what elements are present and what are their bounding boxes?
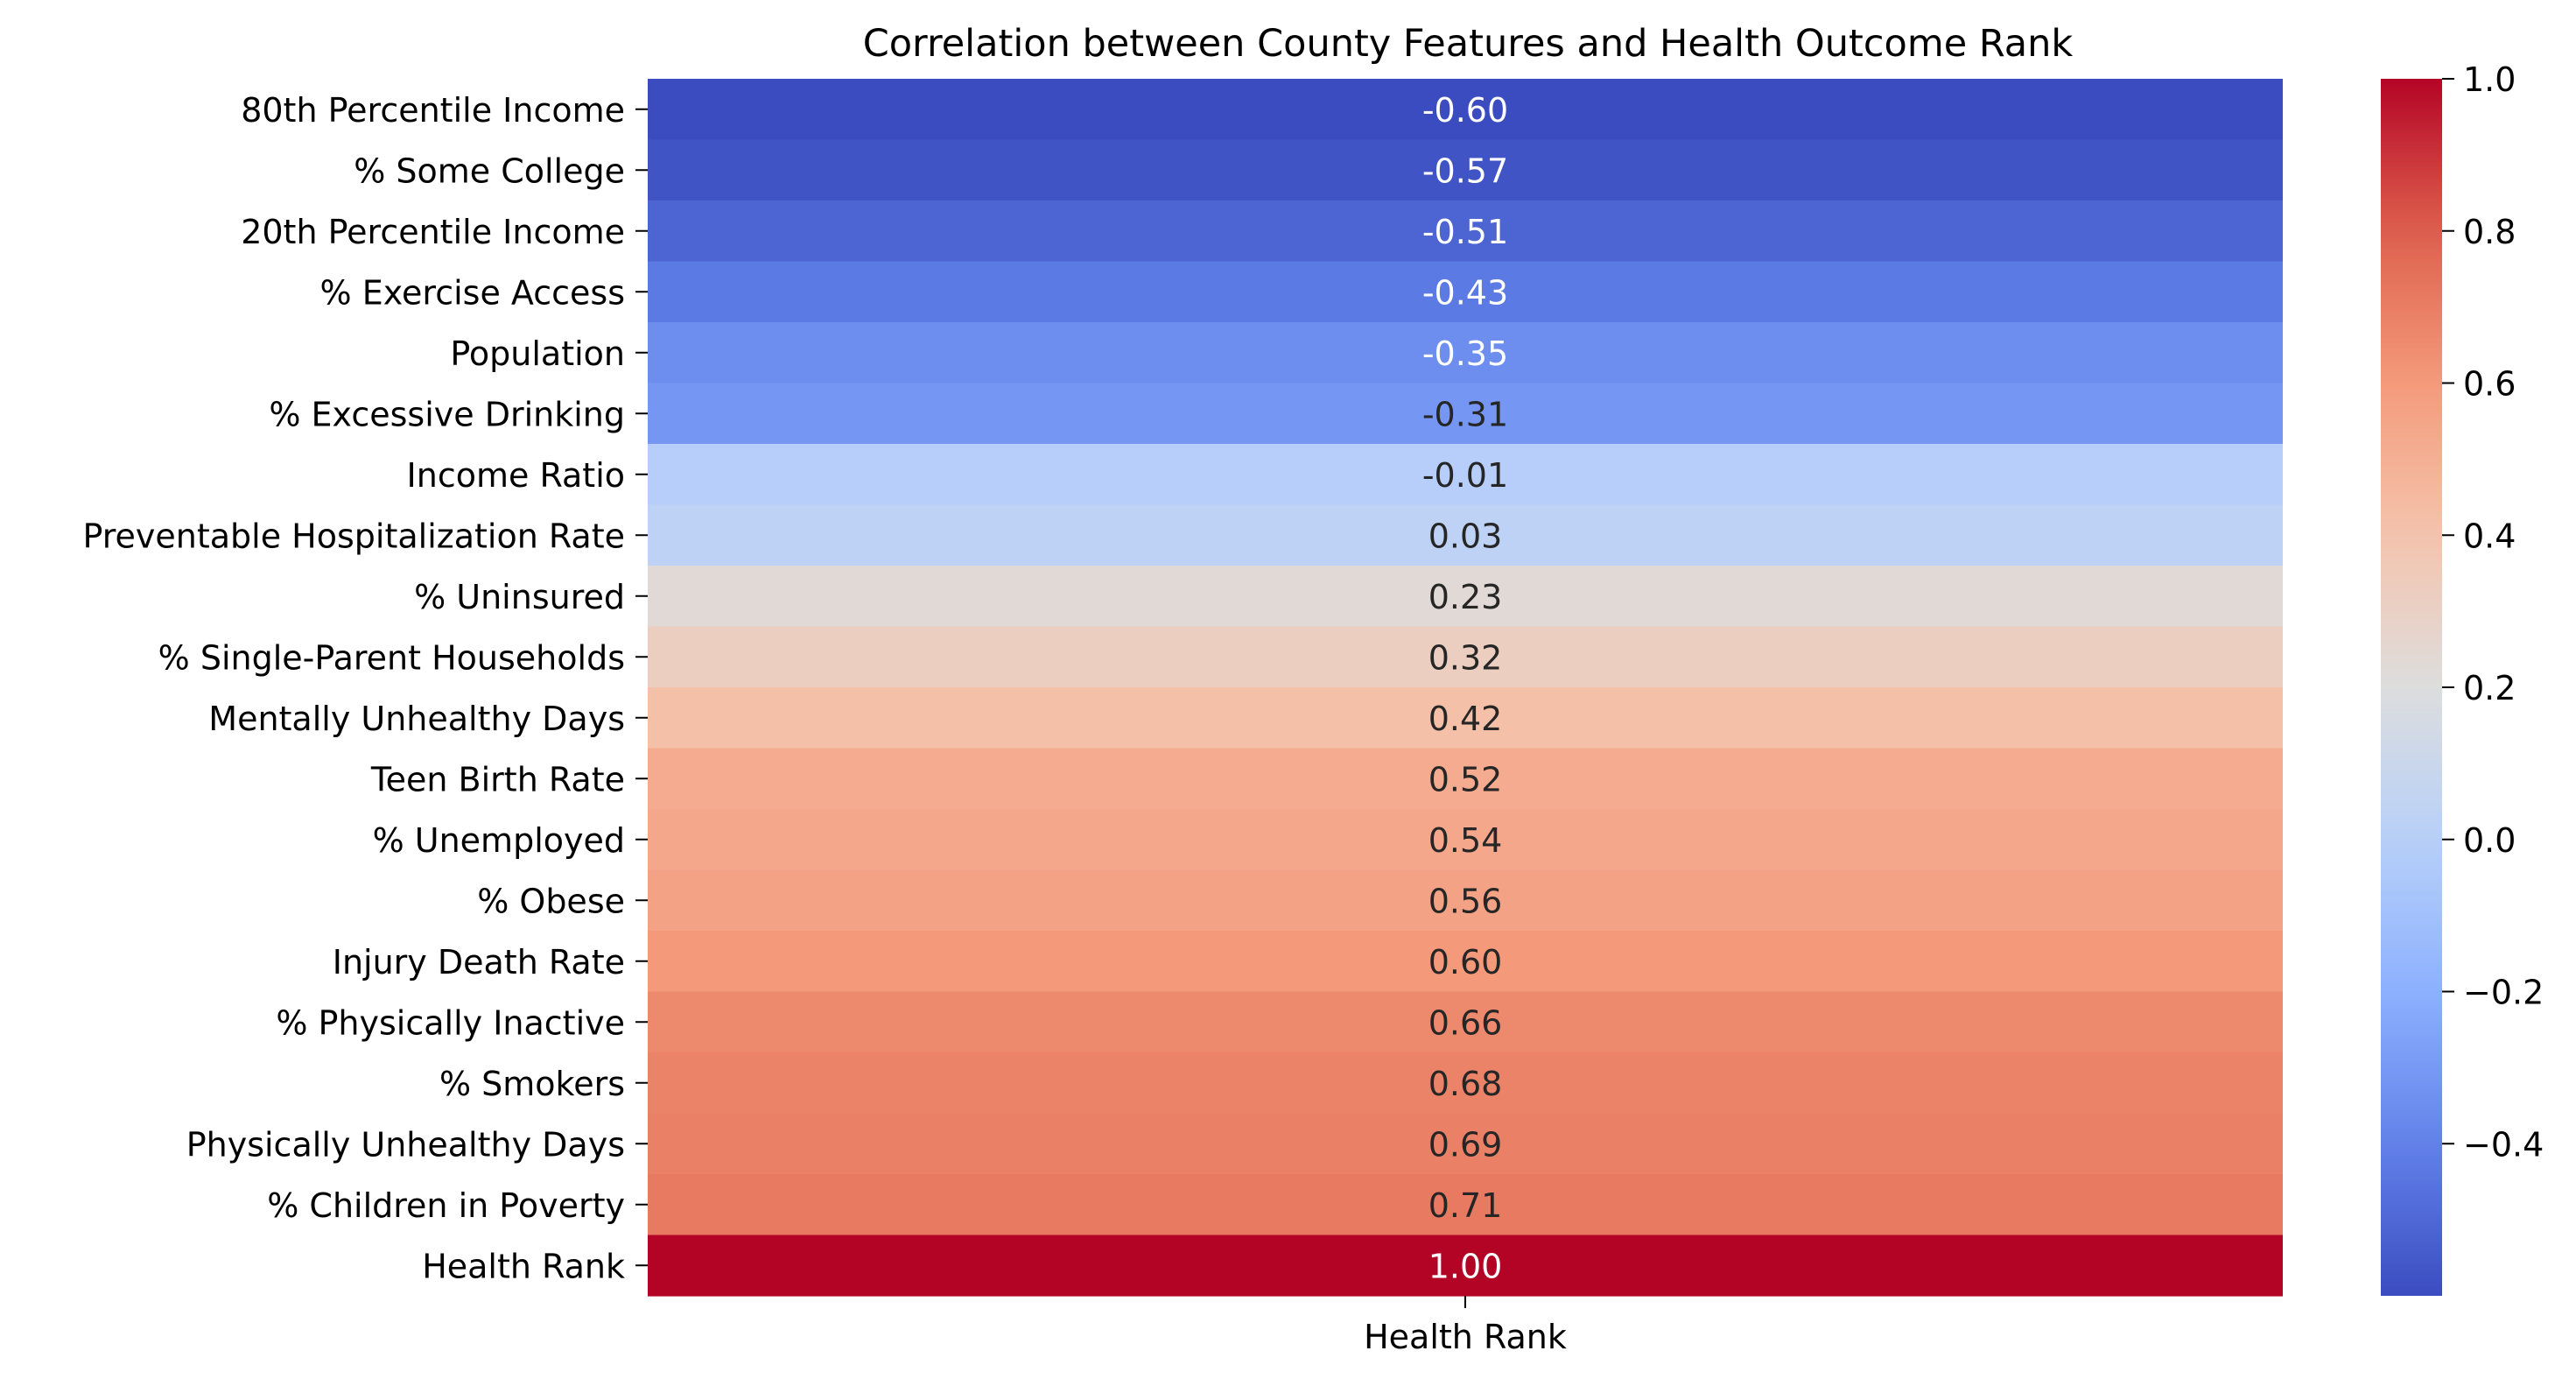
y-tick-label: % Excessive Drinking	[269, 395, 625, 433]
cell-value-label: 0.23	[1428, 578, 1503, 616]
y-tick-label: Physically Unhealthy Days	[186, 1125, 625, 1164]
cell-value-label: -0.51	[1422, 213, 1508, 251]
y-tick-label: Income Ratio	[407, 456, 625, 495]
cell-value-label: 0.32	[1428, 638, 1503, 677]
y-tick-label: Health Rank	[422, 1247, 625, 1285]
y-tick-label: Preventable Hospitalization Rate	[82, 517, 625, 555]
cell-value-label: -0.43	[1422, 273, 1508, 312]
heatmap-cell	[648, 322, 2283, 384]
heatmap-cell	[648, 444, 2283, 506]
heatmap-cell	[648, 809, 2283, 871]
y-tick-label: % Exercise Access	[320, 273, 625, 312]
y-tick-label: % Smokers	[439, 1065, 625, 1103]
cell-value-label: -0.35	[1422, 334, 1508, 373]
heatmap-cell	[648, 1113, 2283, 1175]
cell-value-label: 0.66	[1428, 1003, 1503, 1042]
heatmap-cell	[648, 626, 2283, 688]
cell-value-label: 0.71	[1428, 1186, 1503, 1225]
heatmap-cell	[648, 201, 2283, 263]
y-tick-label: % Physically Inactive	[276, 1003, 625, 1042]
heatmap-cell	[648, 139, 2283, 201]
y-tick-label: Teen Birth Rate	[370, 760, 625, 799]
heatmap-cell	[648, 1235, 2283, 1297]
cell-value-label: 0.69	[1428, 1125, 1503, 1164]
heatmap-cell	[648, 383, 2283, 445]
heatmap-cells: -0.60 -0.57 -0.51 -0.43 -0.35 -0.31 -0.01 0.03 0…	[648, 79, 2283, 1297]
cell-value-label: 0.03	[1428, 517, 1503, 555]
y-tick-label: % Single-Parent Households	[158, 638, 625, 677]
heatmap-cell	[648, 1174, 2283, 1236]
colorbar-tick-label: 0.4	[2463, 517, 2516, 555]
colorbar: 1.0 0.8 0.6 0.4 0.2 0.0 −0.2 −0.4	[2381, 60, 2544, 1296]
colorbar-gradient	[2381, 79, 2442, 1296]
cell-value-label: -0.57	[1422, 151, 1508, 190]
heatmap-cell	[648, 687, 2283, 749]
y-tick-label: 80th Percentile Income	[241, 91, 625, 130]
y-tick-label: % Some College	[354, 151, 625, 190]
colorbar-tick-label: 1.0	[2463, 60, 2516, 99]
colorbar-tick-label: 0.2	[2463, 669, 2516, 707]
cell-value-label: 0.54	[1428, 821, 1503, 860]
y-tick-label: % Uninsured	[414, 578, 625, 616]
cell-value-label: 1.00	[1428, 1247, 1503, 1285]
y-tick-label: % Children in Poverty	[267, 1186, 625, 1225]
cell-value-label: 0.68	[1428, 1065, 1503, 1103]
heatmap-cell	[648, 79, 2283, 141]
y-tick-label: Population	[450, 334, 625, 373]
colorbar-tick-label: 0.6	[2463, 365, 2516, 404]
y-tick-label: % Unemployed	[373, 821, 625, 860]
heatmap-cell	[648, 566, 2283, 628]
cell-value-label: 0.52	[1428, 760, 1503, 799]
heatmap-cell	[648, 504, 2283, 566]
y-tick-label: Injury Death Rate	[333, 943, 625, 981]
heatmap-cell	[648, 748, 2283, 810]
column-labels: Health Rank	[1364, 1296, 1567, 1356]
heatmap-cell	[648, 869, 2283, 932]
colorbar-tick-label: 0.0	[2463, 821, 2516, 860]
cell-value-label: 0.42	[1428, 700, 1503, 738]
colorbar-tick-label: −0.4	[2463, 1125, 2544, 1164]
y-tick-label: 20th Percentile Income	[241, 213, 625, 251]
cell-value-label: 0.56	[1428, 882, 1503, 920]
heatmap-cell	[648, 261, 2283, 323]
heatmap-cell	[648, 1052, 2283, 1115]
cell-value-label: 0.60	[1428, 943, 1503, 981]
colorbar-tick-label: 0.8	[2463, 213, 2516, 251]
cell-value-label: -0.60	[1422, 91, 1508, 130]
cell-value-label: -0.31	[1422, 395, 1508, 433]
y-tick-label: % Obese	[477, 882, 625, 920]
chart-title: Correlation between County Features and …	[863, 22, 2074, 66]
row-labels: 80th Percentile Income % Some College 20th…	[82, 91, 648, 1285]
heatmap-cell	[648, 991, 2283, 1053]
y-tick-label: Mentally Unhealthy Days	[208, 700, 625, 738]
x-tick-label: Health Rank	[1364, 1318, 1567, 1356]
heatmap-cell	[648, 931, 2283, 993]
colorbar-tick-label: −0.2	[2463, 974, 2544, 1012]
cell-value-label: -0.01	[1422, 456, 1508, 495]
